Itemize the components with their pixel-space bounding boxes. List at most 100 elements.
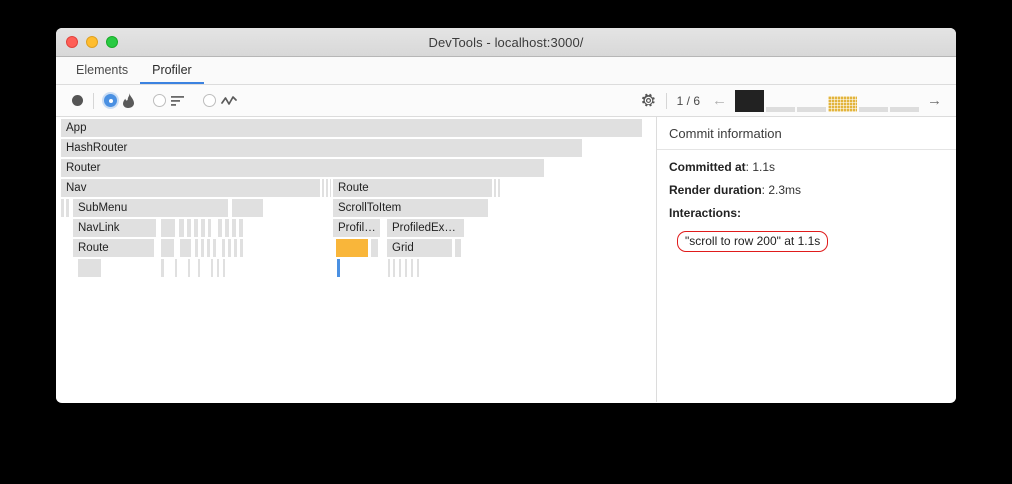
flame-bar[interactable] [61,199,65,217]
commit-snapshot-bar [735,89,764,112]
flame-bar[interactable] [399,259,402,277]
commit-snapshot-selector[interactable] [735,89,919,112]
flame-bar[interactable] [161,259,165,277]
next-commit-button[interactable]: → [927,92,942,109]
interaction-item[interactable]: "scroll to row 200" at 1.1s [677,231,829,252]
flame-bar[interactable] [411,259,414,277]
flame-bar[interactable] [393,259,396,277]
interactions-list: "scroll to row 200" at 1.1s [669,229,944,252]
flame-bar[interactable] [201,219,206,237]
render-duration-value: 2.3ms [768,183,802,197]
flame-row: Route Grid [56,239,656,259]
flame-bar[interactable] [217,259,220,277]
flame-bar[interactable] [213,239,217,257]
flame-bar[interactable] [187,219,192,237]
flame-bar-hashrouter[interactable]: HashRouter [61,139,583,157]
flame-icon [122,93,135,108]
flame-bar[interactable] [211,259,214,277]
flame-bar[interactable] [337,259,341,277]
record-button[interactable] [72,95,83,106]
window-title: DevTools - localhost:3000/ [428,34,584,50]
ranked-radio[interactable] [153,94,166,107]
flame-bar[interactable] [195,239,199,257]
flame-bar[interactable] [208,219,212,237]
ranked-bars-icon [171,95,185,107]
commit-snapshot-2[interactable] [766,90,795,112]
flame-bar[interactable] [223,259,226,277]
flame-bar[interactable] [498,179,501,197]
flame-bar[interactable] [234,239,238,257]
flame-bar[interactable] [371,239,379,257]
commit-snapshot-5[interactable] [859,90,888,112]
flame-bar[interactable] [417,259,420,277]
flame-bar[interactable] [188,259,191,277]
flame-bar[interactable] [78,259,102,277]
flame-row: NavLink Profil… ProfiledEx… [56,219,656,239]
flame-bar[interactable] [405,259,408,277]
flame-bar[interactable] [161,239,175,257]
interactions-label: Interactions: [669,206,742,220]
minimize-window-button[interactable] [86,36,98,48]
flame-bar[interactable] [326,179,329,197]
flame-bar[interactable] [66,199,70,217]
flame-bar-scrolltoitem[interactable]: ScrollToItem [333,199,489,217]
interactions-radio[interactable] [203,94,216,107]
flame-bar[interactable] [232,219,237,237]
flame-bar[interactable] [218,219,223,237]
flame-bar-route[interactable]: Route [333,179,493,197]
previous-commit-button[interactable]: ← [712,92,727,109]
flame-bar[interactable] [228,239,232,257]
flame-bar[interactable] [207,239,211,257]
commit-snapshot-4[interactable] [828,90,857,112]
flame-bar-route[interactable]: Route [73,239,155,257]
flame-row: Router [56,159,656,179]
flame-bar[interactable] [225,219,230,237]
flame-bar[interactable] [240,239,244,257]
commit-snapshot-1[interactable] [735,89,764,112]
flame-bar[interactable] [239,219,244,237]
view-option-flamegraph[interactable] [104,93,135,108]
flame-bar-grid[interactable]: Grid [387,239,453,257]
flame-bar[interactable] [455,239,462,257]
render-duration-colon: : [761,183,769,197]
render-duration-label: Render duration [669,183,762,197]
flame-bar-router[interactable]: Router [61,159,545,177]
devtools-window: DevTools - localhost:3000/ Elements Prof… [56,28,956,403]
flame-bar[interactable] [175,259,178,277]
flame-bar[interactable] [198,259,201,277]
flame-bar[interactable] [322,179,325,197]
flame-bar[interactable] [232,199,264,217]
profiler-toolbar: 1 / 6 ← → [56,85,956,117]
flamegraph-chart[interactable]: App HashRouter Router Nav Route SubMenu Scroll… [56,117,656,402]
flame-bar-profil[interactable]: Profil… [333,219,381,237]
flame-bar[interactable] [179,219,185,237]
flame-bar[interactable] [161,219,176,237]
flame-bar[interactable] [494,179,497,197]
close-window-button[interactable] [66,36,78,48]
maximize-window-button[interactable] [106,36,118,48]
flame-bar[interactable] [330,179,332,197]
view-option-interactions[interactable] [203,94,237,107]
committed-at-colon: : [745,160,753,174]
commit-snapshot-bar [766,107,795,112]
tab-elements[interactable]: Elements [76,62,129,77]
window-titlebar: DevTools - localhost:3000/ [56,28,956,57]
gear-icon[interactable] [641,93,656,108]
flame-bar[interactable] [388,259,391,277]
view-option-ranked[interactable] [153,94,185,107]
flame-bar-navlink[interactable]: NavLink [73,219,157,237]
flame-bar-submenu[interactable]: SubMenu [73,199,229,217]
traffic-lights [66,36,118,48]
flame-bar-profiledex[interactable]: ProfiledEx… [387,219,465,237]
tab-profiler[interactable]: Profiler [140,57,204,84]
flame-bar[interactable] [180,239,192,257]
flame-bar[interactable] [201,239,205,257]
commit-snapshot-3[interactable] [797,90,826,112]
flame-bar[interactable] [336,239,369,257]
flamegraph-radio[interactable] [104,94,117,107]
flame-bar[interactable] [194,219,199,237]
flame-bar-nav[interactable]: Nav [61,179,321,197]
flame-bar[interactable] [222,239,226,257]
flame-bar-app[interactable]: App [61,119,643,137]
commit-snapshot-6[interactable] [890,90,919,112]
